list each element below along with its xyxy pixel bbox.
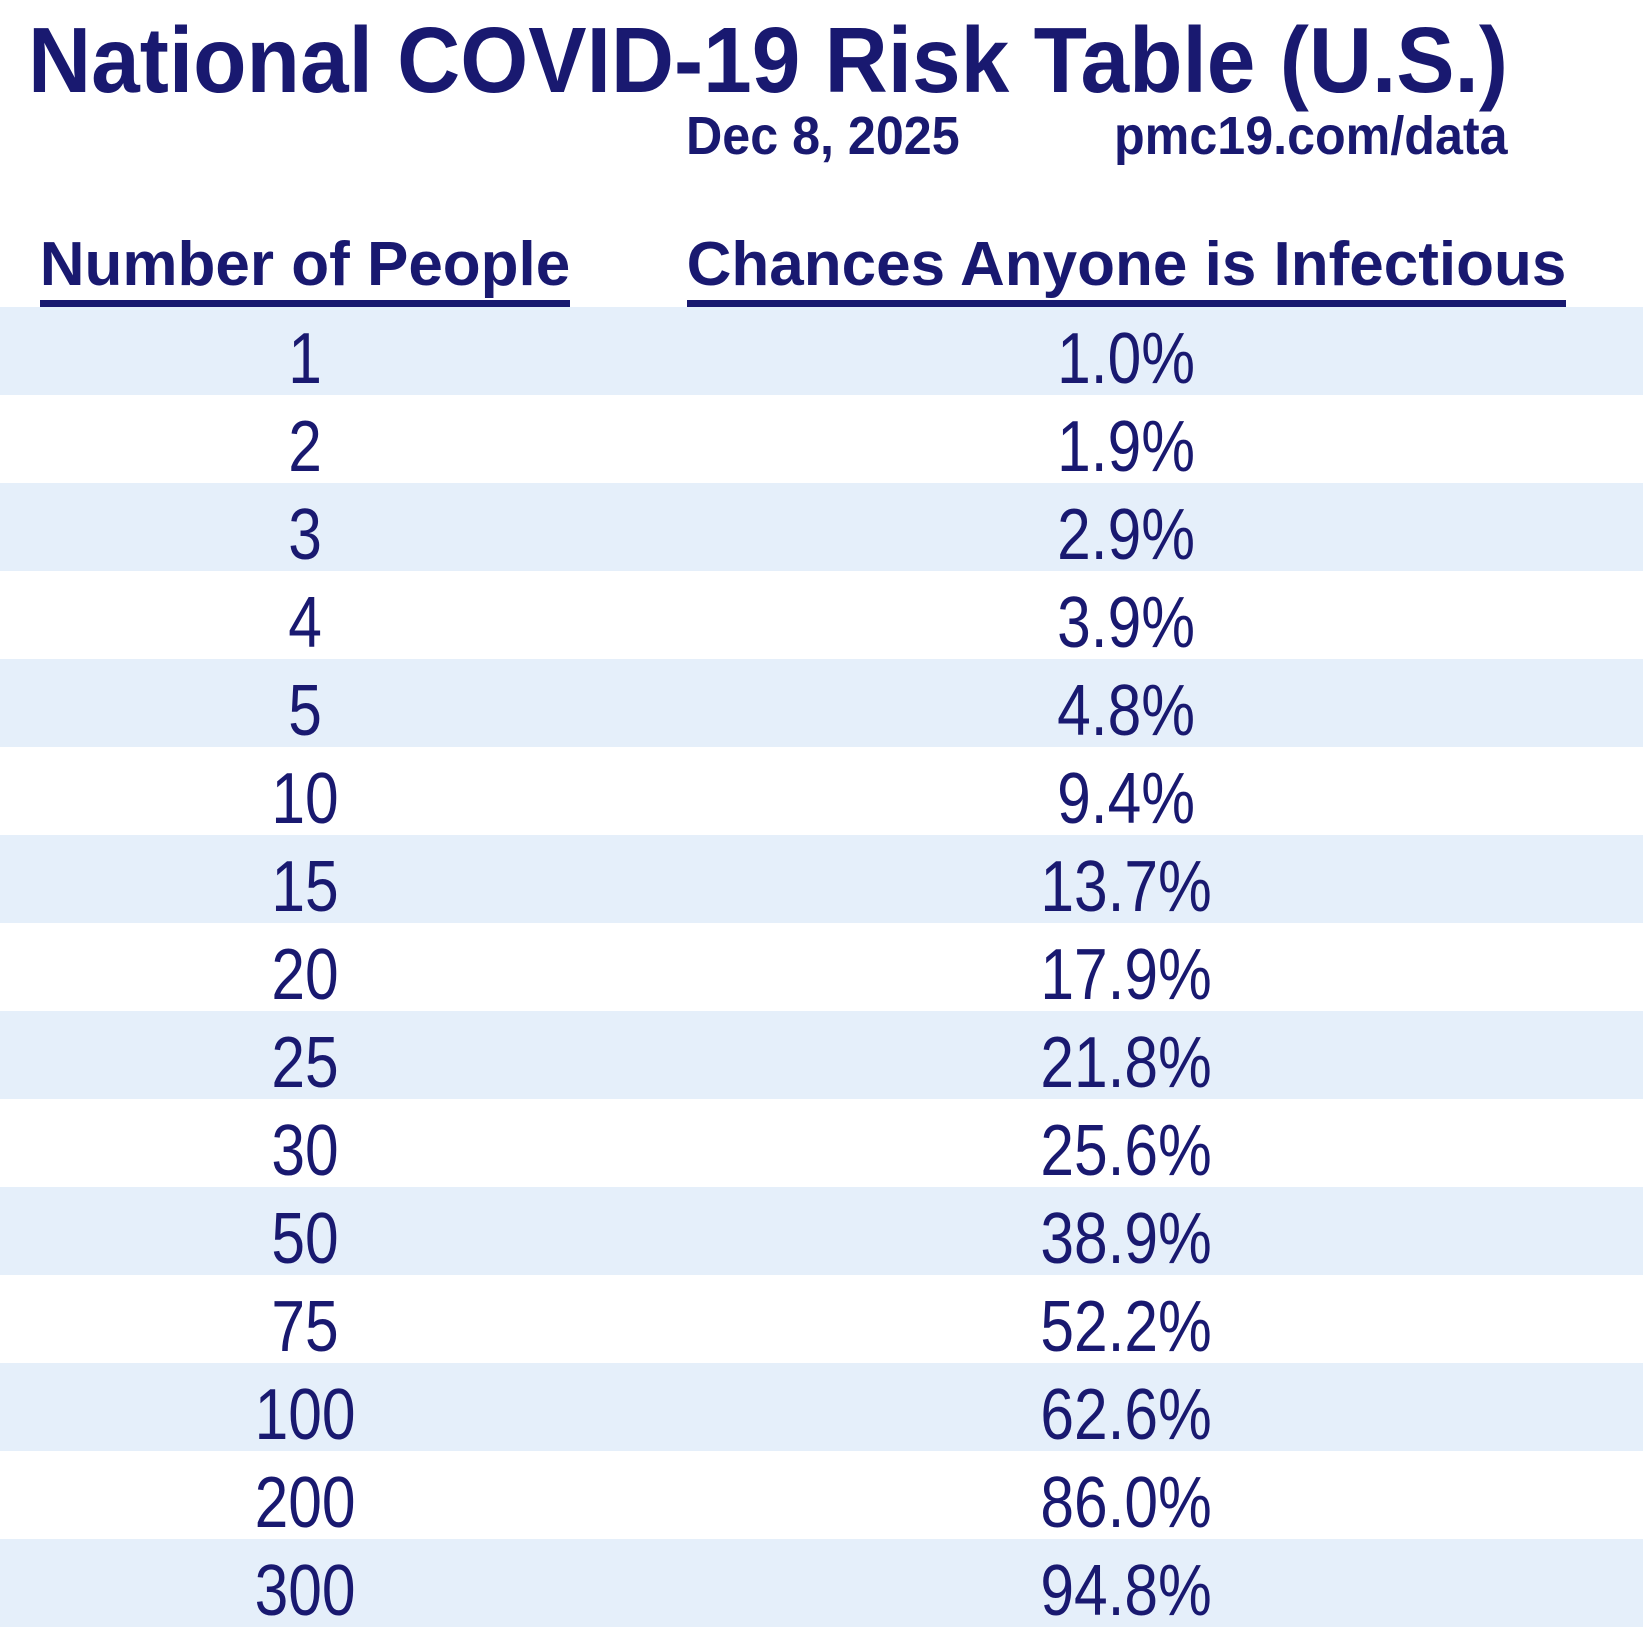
- people-count-cell: 10: [271, 759, 339, 839]
- people-count-cell: 75: [271, 1287, 339, 1367]
- table-row: 3 2.9%: [0, 483, 1643, 575]
- infection-chance-cell: 52.2%: [1040, 1287, 1213, 1367]
- table-header-row: Number of People Chances Anyone is Infec…: [0, 222, 1643, 307]
- infection-chance-cell: 2.9%: [1057, 495, 1196, 575]
- infection-chance-cell: 62.6%: [1040, 1375, 1213, 1455]
- table-row: 2 1.9%: [0, 395, 1643, 487]
- infection-chance-cell: 1.9%: [1057, 407, 1196, 487]
- page-title: National COVID-19 Risk Table (U.S.): [28, 8, 1508, 112]
- table-row: 15 13.7%: [0, 835, 1643, 927]
- people-count-cell: 300: [254, 1551, 356, 1631]
- table-row: 50 38.9%: [0, 1187, 1643, 1279]
- infection-chance-cell: 21.8%: [1040, 1023, 1213, 1103]
- infection-chance-cell: 94.8%: [1040, 1551, 1213, 1631]
- infection-chance-cell: 13.7%: [1040, 847, 1213, 927]
- infection-chance-cell: 3.9%: [1057, 583, 1196, 663]
- people-count-cell: 5: [288, 671, 322, 751]
- subtitle-row: Dec 8, 2025 pmc19.com/data: [0, 105, 1643, 175]
- people-count-cell: 200: [254, 1463, 356, 1543]
- infection-chance-cell: 25.6%: [1040, 1111, 1213, 1191]
- infection-chance-cell: 38.9%: [1040, 1199, 1213, 1279]
- table-row: 30 25.6%: [0, 1099, 1643, 1191]
- risk-table-body: 1 1.0% 2 1.9% 3 2.9% 4 3.9% 5 4.8% 10 9.…: [0, 307, 1643, 1631]
- column-header-people-label: Number of People: [39, 229, 571, 307]
- infection-chance-cell: 86.0%: [1040, 1463, 1213, 1543]
- table-row: 200 86.0%: [0, 1451, 1643, 1543]
- people-count-cell: 100: [254, 1375, 356, 1455]
- table-row: 5 4.8%: [0, 659, 1643, 751]
- table-row: 25 21.8%: [0, 1011, 1643, 1103]
- table-row: 1 1.0%: [0, 307, 1643, 399]
- people-count-cell: 25: [271, 1023, 339, 1103]
- table-row: 4 3.9%: [0, 571, 1643, 663]
- people-count-cell: 1: [288, 319, 322, 399]
- column-header-chances: Chances Anyone is Infectious: [610, 222, 1643, 307]
- people-count-cell: 2: [288, 407, 322, 487]
- column-header-chances-label: Chances Anyone is Infectious: [686, 229, 1567, 307]
- people-count-cell: 30: [271, 1111, 339, 1191]
- table-row: 75 52.2%: [0, 1275, 1643, 1367]
- table-row: 300 94.8%: [0, 1539, 1643, 1631]
- people-count-cell: 4: [288, 583, 322, 663]
- people-count-cell: 20: [271, 935, 339, 1015]
- infection-chance-cell: 17.9%: [1040, 935, 1213, 1015]
- people-count-cell: 3: [288, 495, 322, 575]
- infection-chance-cell: 9.4%: [1057, 759, 1196, 839]
- table-row: 100 62.6%: [0, 1363, 1643, 1455]
- table-row: 10 9.4%: [0, 747, 1643, 839]
- table-row: 20 17.9%: [0, 923, 1643, 1015]
- people-count-cell: 15: [271, 847, 339, 927]
- infection-chance-cell: 1.0%: [1057, 319, 1196, 399]
- date-label: Dec 8, 2025: [686, 106, 960, 166]
- infection-chance-cell: 4.8%: [1057, 671, 1196, 751]
- source-url: pmc19.com/data: [1114, 106, 1508, 166]
- people-count-cell: 50: [271, 1199, 339, 1279]
- column-header-people: Number of People: [0, 222, 610, 307]
